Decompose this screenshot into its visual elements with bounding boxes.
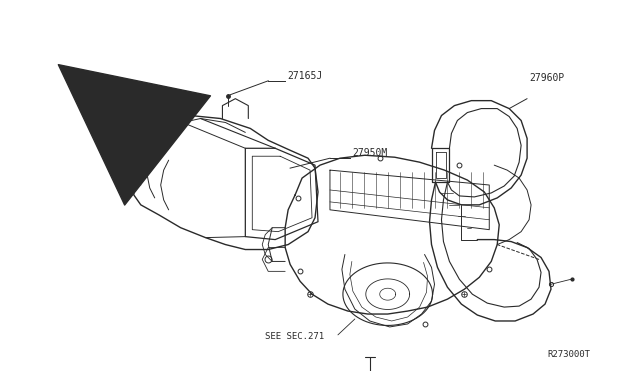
- Text: 27960P: 27960P: [529, 73, 564, 83]
- Text: 27950M: 27950M: [352, 148, 387, 158]
- Text: 27165J: 27165J: [287, 71, 323, 81]
- Text: FRONT: FRONT: [101, 101, 126, 123]
- Text: SEE SEC.271: SEE SEC.271: [265, 332, 324, 341]
- Text: FRONT: FRONT: [96, 101, 121, 123]
- Text: R273000T: R273000T: [547, 350, 590, 359]
